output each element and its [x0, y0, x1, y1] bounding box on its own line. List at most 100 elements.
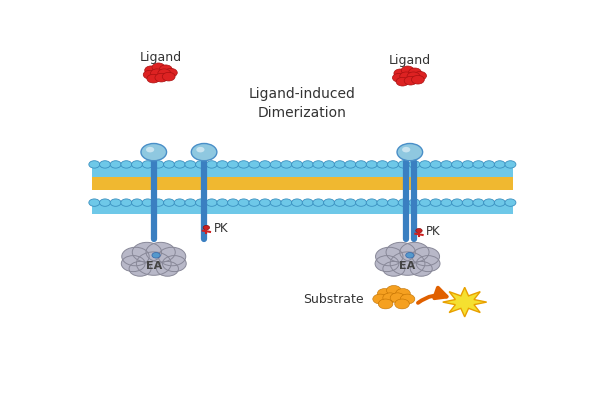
Circle shape [334, 161, 345, 168]
Circle shape [356, 161, 366, 168]
Circle shape [377, 199, 388, 206]
Circle shape [156, 262, 178, 276]
Circle shape [451, 161, 463, 168]
Circle shape [376, 247, 403, 266]
Circle shape [412, 247, 440, 266]
Circle shape [323, 161, 335, 168]
Circle shape [238, 199, 249, 206]
Circle shape [441, 161, 452, 168]
Circle shape [414, 72, 427, 80]
Text: EA: EA [146, 261, 162, 271]
Circle shape [383, 262, 405, 276]
Circle shape [281, 199, 292, 206]
Circle shape [121, 161, 132, 168]
Text: Ligand: Ligand [389, 54, 431, 67]
Circle shape [146, 147, 154, 152]
Circle shape [400, 242, 429, 262]
Circle shape [390, 252, 425, 275]
Circle shape [302, 161, 313, 168]
Circle shape [390, 293, 405, 303]
Circle shape [203, 226, 209, 230]
Circle shape [152, 252, 160, 258]
Circle shape [388, 161, 399, 168]
Circle shape [270, 199, 281, 206]
Circle shape [142, 161, 153, 168]
Circle shape [411, 76, 424, 84]
Circle shape [366, 199, 377, 206]
Circle shape [366, 161, 377, 168]
Circle shape [409, 199, 420, 206]
Ellipse shape [378, 248, 437, 271]
Circle shape [163, 161, 175, 168]
Circle shape [388, 199, 399, 206]
Text: PK: PK [214, 222, 228, 235]
Polygon shape [442, 287, 487, 317]
Circle shape [408, 68, 421, 77]
Circle shape [378, 299, 393, 309]
Circle shape [416, 256, 440, 272]
Circle shape [377, 161, 388, 168]
Circle shape [345, 161, 356, 168]
Circle shape [249, 199, 260, 206]
Circle shape [153, 161, 164, 168]
Circle shape [386, 242, 415, 262]
Circle shape [145, 66, 158, 74]
Circle shape [155, 73, 168, 82]
Circle shape [270, 161, 281, 168]
Circle shape [345, 199, 356, 206]
Circle shape [185, 161, 196, 168]
Circle shape [100, 161, 110, 168]
FancyBboxPatch shape [92, 164, 513, 177]
Circle shape [398, 161, 409, 168]
Circle shape [462, 161, 473, 168]
Text: Substrate: Substrate [303, 292, 364, 306]
Circle shape [141, 144, 166, 161]
Circle shape [132, 161, 143, 168]
Circle shape [162, 72, 175, 81]
Circle shape [150, 69, 163, 78]
Circle shape [484, 161, 494, 168]
Circle shape [407, 72, 420, 80]
Circle shape [430, 161, 441, 168]
Circle shape [165, 68, 177, 77]
Circle shape [217, 199, 228, 206]
Circle shape [373, 294, 388, 304]
Circle shape [174, 199, 185, 206]
Text: PK: PK [427, 225, 441, 238]
Circle shape [291, 161, 303, 168]
Circle shape [142, 199, 153, 206]
Circle shape [217, 161, 228, 168]
Circle shape [129, 262, 151, 276]
Circle shape [163, 199, 175, 206]
Circle shape [122, 256, 145, 272]
Circle shape [206, 161, 217, 168]
Circle shape [401, 66, 414, 75]
Circle shape [132, 199, 143, 206]
Circle shape [195, 161, 206, 168]
Circle shape [206, 199, 217, 206]
Circle shape [152, 63, 165, 72]
Text: Ligand: Ligand [140, 51, 182, 64]
Circle shape [158, 247, 186, 266]
Circle shape [174, 161, 185, 168]
Circle shape [505, 161, 516, 168]
Text: Ligand-induced
Dimerization: Ligand-induced Dimerization [249, 87, 356, 120]
Circle shape [356, 199, 366, 206]
Circle shape [473, 199, 484, 206]
Circle shape [132, 242, 162, 262]
Circle shape [89, 161, 100, 168]
Circle shape [404, 76, 417, 85]
Circle shape [400, 294, 415, 304]
Ellipse shape [124, 248, 183, 271]
Circle shape [416, 228, 422, 233]
Circle shape [397, 144, 422, 161]
Circle shape [396, 77, 409, 86]
Circle shape [146, 242, 175, 262]
Circle shape [110, 199, 121, 206]
Circle shape [378, 288, 392, 298]
Circle shape [409, 161, 420, 168]
Circle shape [100, 199, 110, 206]
Circle shape [494, 161, 505, 168]
Circle shape [228, 199, 238, 206]
Circle shape [441, 199, 452, 206]
